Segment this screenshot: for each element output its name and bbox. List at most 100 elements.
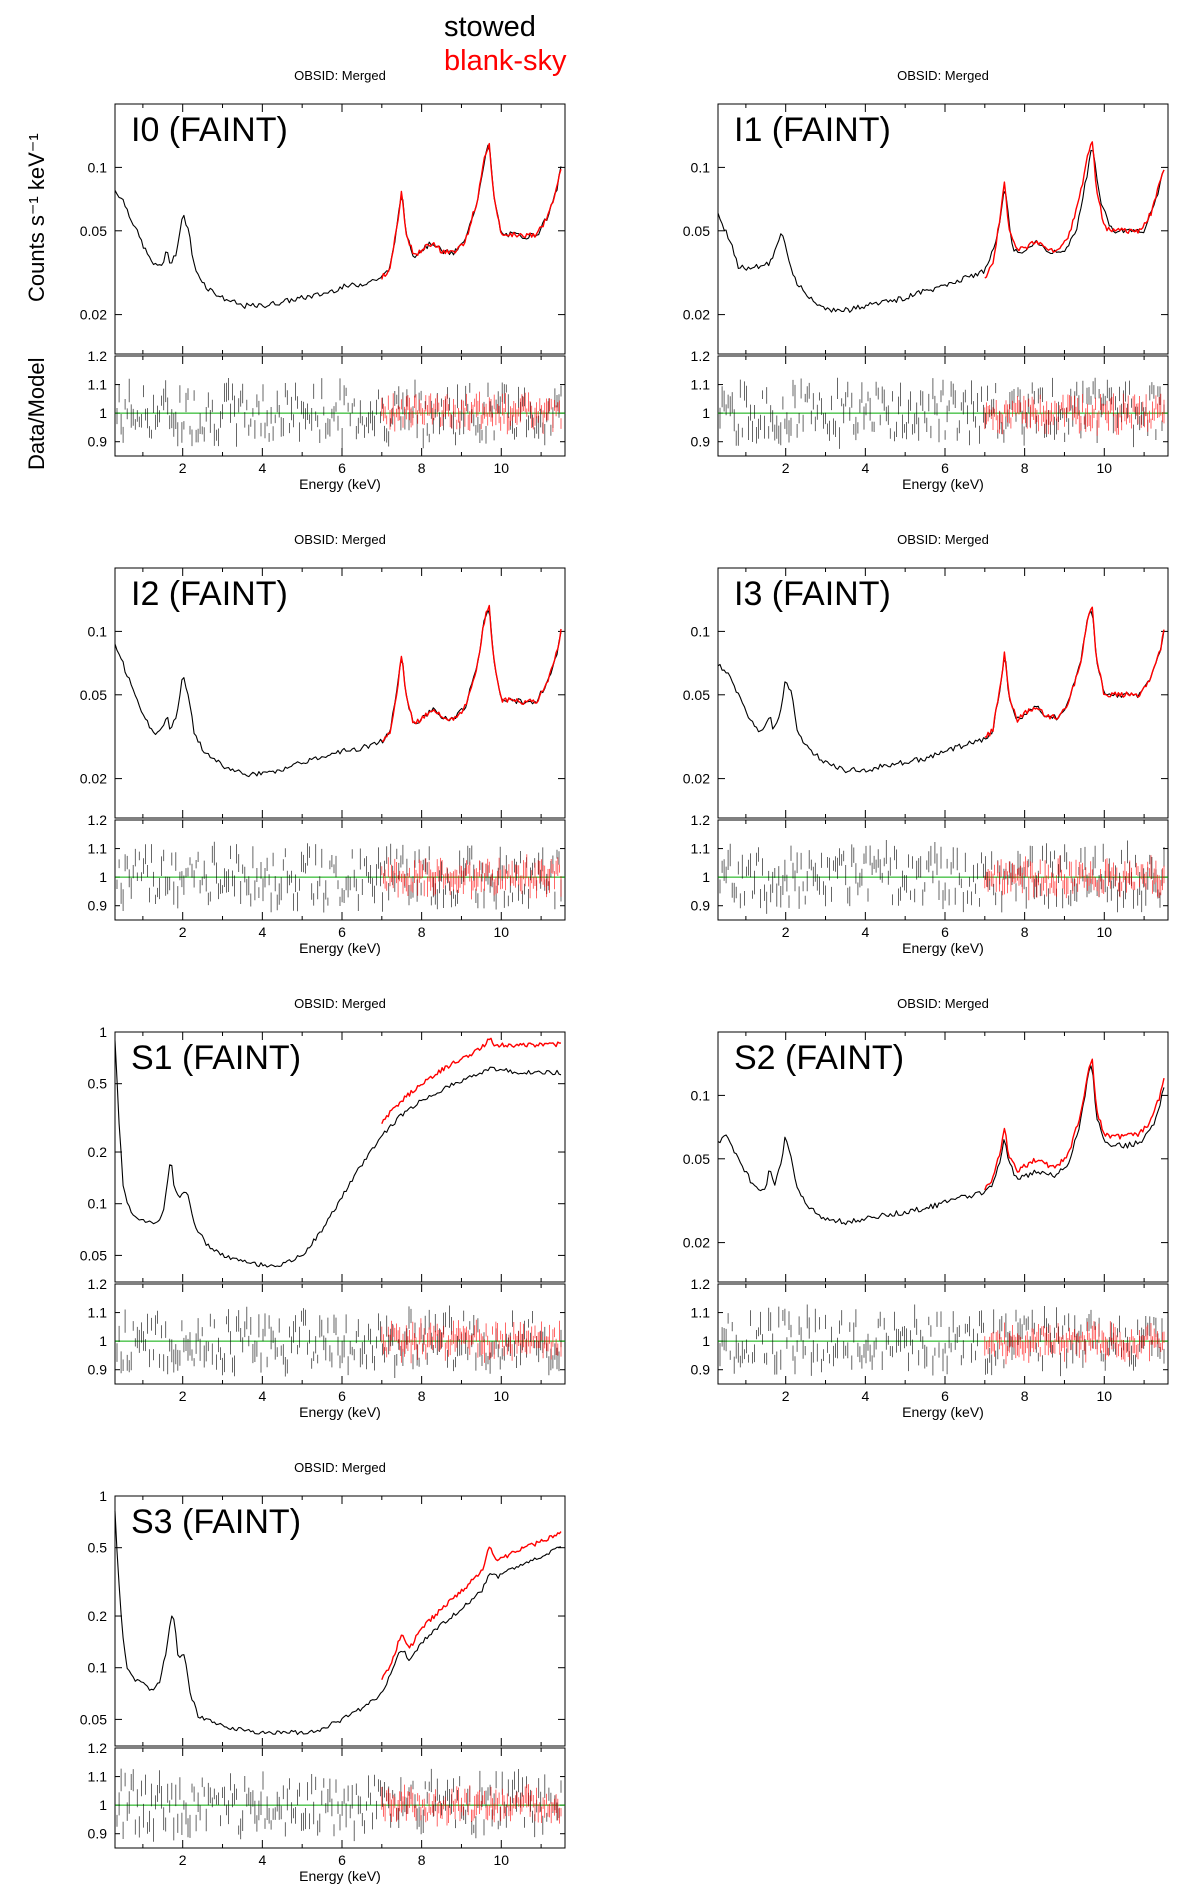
panel-label: S2 (FAINT)	[734, 1039, 904, 1077]
x-tick-label: 6	[338, 1852, 346, 1868]
panel-label: S3 (FAINT)	[131, 1503, 301, 1541]
y-tick-label: 0.02	[683, 307, 710, 323]
ratio-y-tick-label: 1.2	[88, 812, 108, 828]
chart-panel-4: OBSID: Merged I3 (FAINT) 0.1 0.05 0.02 1.2 1.1…	[683, 532, 1169, 956]
x-tick-label: 8	[1021, 1388, 1029, 1404]
ratio-y-tick-label: 1	[99, 869, 107, 885]
x-tick-label: 4	[258, 1388, 266, 1404]
x-tick-label: 8	[1021, 460, 1029, 476]
chart-panel-2: OBSID: Merged I1 (FAINT) 0.1 0.05 0.02 1.2 1.1…	[683, 68, 1169, 492]
spectrum-line	[114, 1040, 562, 1268]
chart-title: OBSID: Merged	[294, 996, 386, 1011]
ratio-y-tick-label: 1.2	[88, 1276, 108, 1292]
ratio-y-tick-label: 1	[702, 869, 710, 885]
x-tick-label: 4	[861, 1388, 869, 1404]
ratio-plot-frame	[717, 355, 1169, 457]
ratio-residuals	[984, 1321, 1165, 1365]
panel-label: I0 (FAINT)	[131, 111, 288, 149]
x-axis-label: Energy (keV)	[902, 940, 984, 956]
x-tick-label: 4	[258, 924, 266, 940]
ratio-plot-frame	[717, 819, 1169, 921]
ratio-y-tick-label: 1.2	[691, 812, 711, 828]
y-tick-label: 0.1	[691, 159, 711, 175]
main-plot-frame	[717, 567, 1169, 819]
x-tick-label: 10	[1096, 460, 1112, 476]
chart-panel-5: OBSID: Merged S1 (FAINT) 1 0.5 0.2 0.1 0.05 1.2…	[80, 996, 566, 1420]
y-tick-label: 0.05	[80, 687, 107, 703]
ratio-residuals	[984, 855, 1165, 901]
ratio-y-tick-label: 1.1	[691, 841, 711, 857]
ratio-residuals	[114, 378, 562, 450]
ratio-y-tick-label: 1.1	[88, 1305, 108, 1321]
ratio-y-tick-label: 1.1	[88, 841, 108, 857]
chart-title: OBSID: Merged	[294, 532, 386, 547]
spectrum-line	[381, 1531, 562, 1681]
series-blank-sky	[381, 1531, 562, 1827]
spectrum-line	[984, 1058, 1165, 1191]
y-tick-label: 0.1	[691, 623, 711, 639]
x-tick-label: 6	[941, 460, 949, 476]
ratio-y-tick-label: 0.9	[88, 898, 108, 914]
x-axis-label: Energy (keV)	[299, 476, 381, 492]
x-axis-label: Energy (keV)	[902, 476, 984, 492]
series-stowed	[114, 1511, 562, 1842]
x-tick-label: 4	[861, 924, 869, 940]
x-tick-label: 2	[179, 1852, 187, 1868]
y-tick-label: 0.05	[80, 223, 107, 239]
ratio-residuals	[381, 1784, 562, 1827]
ratio-residuals	[381, 854, 562, 900]
ratio-y-tick-label: 0.9	[88, 1826, 108, 1842]
ratio-residuals	[984, 393, 1165, 436]
spectrum-line	[717, 610, 1165, 774]
ratio-y-tick-label: 1	[99, 1333, 107, 1349]
ratio-residuals	[381, 1318, 562, 1364]
legend-entry-blank-sky: blank-sky	[444, 45, 567, 77]
x-tick-label: 2	[179, 924, 187, 940]
y-tick-label: 0.2	[88, 1144, 108, 1160]
spectrum-line	[381, 1037, 561, 1125]
x-tick-label: 10	[493, 924, 509, 940]
x-tick-label: 8	[1021, 924, 1029, 940]
chart-panel-7: OBSID: Merged S3 (FAINT) 1 0.5 0.2 0.1 0.05 1.2…	[80, 1460, 566, 1884]
series-stowed	[717, 149, 1165, 449]
x-axis-label: Energy (keV)	[299, 1868, 381, 1884]
ratio-y-tick-label: 0.9	[691, 434, 711, 450]
x-tick-label: 10	[1096, 924, 1112, 940]
x-tick-label: 6	[941, 1388, 949, 1404]
x-tick-label: 10	[493, 460, 509, 476]
spectrum-line	[717, 149, 1165, 313]
y-tick-label: 0.05	[683, 223, 710, 239]
ratio-residuals	[717, 377, 1165, 449]
chart-title: OBSID: Merged	[897, 996, 989, 1011]
ratio-y-tick-label: 1	[99, 1797, 107, 1813]
x-tick-label: 6	[338, 924, 346, 940]
y-tick-label: 0.05	[80, 1711, 107, 1727]
legend-entry-stowed: stowed	[444, 11, 536, 43]
ratio-y-tick-label: 1	[99, 405, 107, 421]
ratio-y-tick-label: 1.2	[691, 348, 711, 364]
x-tick-label: 2	[782, 1388, 790, 1404]
ratio-y-tick-label: 1.2	[88, 348, 108, 364]
series-blank-sky	[984, 1058, 1165, 1365]
panel-label: I1 (FAINT)	[734, 111, 891, 149]
chart-panel-6: OBSID: Merged S2 (FAINT) 0.1 0.05 0.02 1.2 1.1…	[683, 996, 1169, 1420]
main-plot-frame	[114, 1031, 566, 1283]
ratio-y-tick-label: 0.9	[691, 898, 711, 914]
x-tick-label: 10	[1096, 1388, 1112, 1404]
ratio-residuals	[381, 391, 562, 435]
x-axis-label: Energy (keV)	[299, 1404, 381, 1420]
main-plot-frame	[114, 1495, 566, 1747]
x-tick-label: 10	[493, 1852, 509, 1868]
y-tick-label: 0.02	[80, 307, 107, 323]
y-tick-label: 0.05	[80, 1247, 107, 1263]
x-tick-label: 6	[338, 460, 346, 476]
main-plot-frame	[114, 103, 566, 355]
panel-label: I3 (FAINT)	[734, 575, 891, 613]
ratio-plot-frame	[717, 1283, 1169, 1385]
x-tick-label: 2	[782, 460, 790, 476]
ratio-y-tick-label: 0.9	[88, 1362, 108, 1378]
spectrum-line	[984, 141, 1165, 279]
y-tick-label: 0.5	[88, 1076, 108, 1092]
x-tick-label: 2	[782, 924, 790, 940]
